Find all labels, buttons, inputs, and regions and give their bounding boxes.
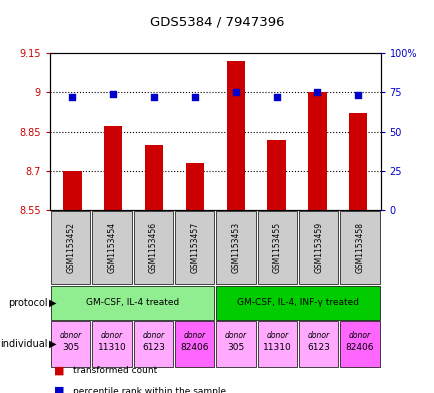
Point xyxy=(150,94,157,100)
Text: GSM1153453: GSM1153453 xyxy=(231,222,240,273)
Text: ■: ■ xyxy=(54,386,65,393)
Text: 6123: 6123 xyxy=(141,343,164,352)
Text: ■: ■ xyxy=(54,365,65,376)
Point xyxy=(69,94,76,100)
Text: 82406: 82406 xyxy=(345,343,373,352)
Text: donor: donor xyxy=(266,331,288,340)
Text: 6123: 6123 xyxy=(306,343,329,352)
Text: GDS5384 / 7947396: GDS5384 / 7947396 xyxy=(150,16,284,29)
Text: 11310: 11310 xyxy=(262,343,291,352)
Bar xyxy=(267,140,285,210)
Text: ▶: ▶ xyxy=(49,298,56,308)
Point xyxy=(109,91,116,97)
Text: GSM1153458: GSM1153458 xyxy=(355,222,364,273)
Point xyxy=(232,89,239,95)
Text: protocol: protocol xyxy=(8,298,48,308)
Text: GSM1153454: GSM1153454 xyxy=(107,222,116,273)
Text: donor: donor xyxy=(183,331,205,340)
Text: 11310: 11310 xyxy=(97,343,126,352)
Bar xyxy=(348,113,367,210)
Point xyxy=(273,94,279,100)
Text: donor: donor xyxy=(224,331,247,340)
Bar xyxy=(145,145,163,210)
Text: transformed count: transformed count xyxy=(72,366,157,375)
Text: GSM1153457: GSM1153457 xyxy=(190,222,199,273)
Text: donor: donor xyxy=(307,331,329,340)
Point xyxy=(313,89,320,95)
Text: percentile rank within the sample: percentile rank within the sample xyxy=(72,387,225,393)
Text: donor: donor xyxy=(142,331,164,340)
Text: GM-CSF, IL-4 treated: GM-CSF, IL-4 treated xyxy=(86,298,179,307)
Point xyxy=(191,94,198,100)
Bar xyxy=(226,61,244,210)
Text: GSM1153455: GSM1153455 xyxy=(272,222,281,273)
Text: 82406: 82406 xyxy=(180,343,208,352)
Bar xyxy=(104,127,122,210)
Text: 305: 305 xyxy=(62,343,79,352)
Text: donor: donor xyxy=(101,331,123,340)
Text: donor: donor xyxy=(59,331,82,340)
Bar xyxy=(185,163,204,210)
Text: ▶: ▶ xyxy=(49,339,56,349)
Text: GM-CSF, IL-4, INF-γ treated: GM-CSF, IL-4, INF-γ treated xyxy=(237,298,358,307)
Bar xyxy=(307,92,326,210)
Text: donor: donor xyxy=(348,331,370,340)
Text: individual: individual xyxy=(0,339,48,349)
Bar xyxy=(63,171,82,210)
Text: 305: 305 xyxy=(227,343,244,352)
Text: GSM1153456: GSM1153456 xyxy=(148,222,158,273)
Text: GSM1153459: GSM1153459 xyxy=(313,222,322,273)
Text: GSM1153452: GSM1153452 xyxy=(66,222,75,273)
Point xyxy=(354,92,361,99)
